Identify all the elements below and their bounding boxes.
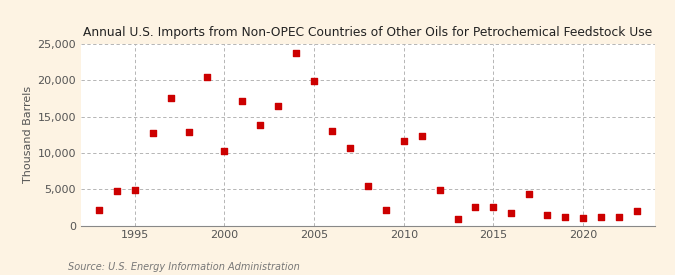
Point <box>237 98 248 103</box>
Point <box>273 103 284 108</box>
Point <box>578 215 589 220</box>
Point <box>362 183 373 188</box>
Point <box>147 130 158 135</box>
Point <box>219 148 230 153</box>
Text: Source: U.S. Energy Information Administration: Source: U.S. Energy Information Administ… <box>68 262 299 272</box>
Point <box>398 138 409 143</box>
Point <box>434 188 445 192</box>
Point <box>560 214 570 219</box>
Point <box>631 209 642 213</box>
Point <box>94 208 105 213</box>
Point <box>614 214 624 219</box>
Point <box>524 192 535 196</box>
Point <box>291 51 302 56</box>
Point <box>470 204 481 209</box>
Title: Annual U.S. Imports from Non-OPEC Countries of Other Oils for Petrochemical Feed: Annual U.S. Imports from Non-OPEC Countr… <box>83 26 653 39</box>
Point <box>595 214 606 219</box>
Point <box>327 129 338 133</box>
Point <box>452 217 463 221</box>
Point <box>130 188 140 192</box>
Point <box>183 130 194 134</box>
Point <box>506 211 517 215</box>
Point <box>308 79 319 83</box>
Point <box>488 204 499 209</box>
Point <box>344 146 355 150</box>
Point <box>542 212 553 217</box>
Point <box>416 134 427 138</box>
Point <box>255 122 266 127</box>
Point <box>381 207 392 212</box>
Point <box>111 189 122 194</box>
Point <box>165 95 176 100</box>
Y-axis label: Thousand Barrels: Thousand Barrels <box>24 86 33 183</box>
Point <box>201 75 212 79</box>
